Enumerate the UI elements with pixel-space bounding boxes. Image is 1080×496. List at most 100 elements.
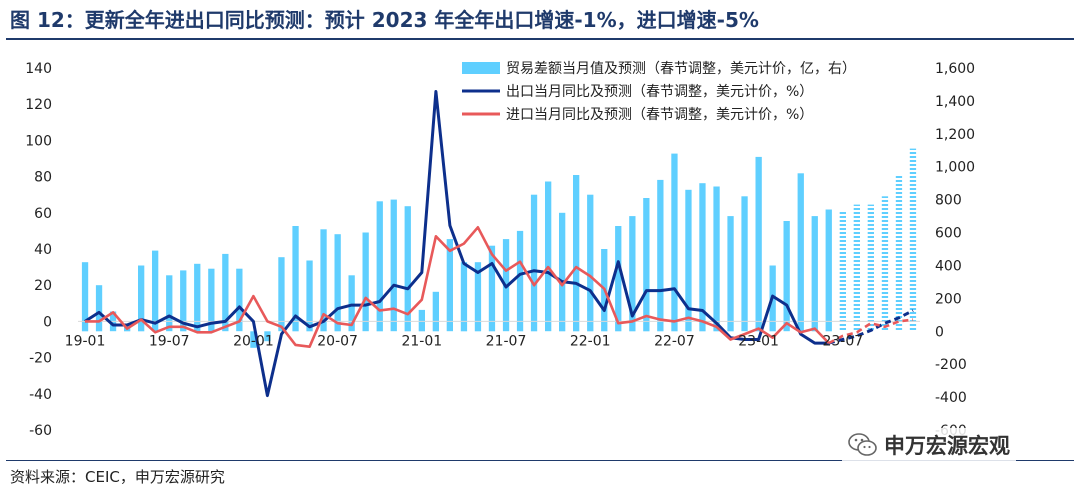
trade-balance-bar <box>671 153 678 332</box>
y-left-tick-label: 0 <box>43 314 52 330</box>
trade-balance-bar <box>516 230 524 332</box>
trade-balance-bar <box>643 198 650 332</box>
trade-balance-bar <box>138 265 145 332</box>
y-right-tick-label: -400 <box>935 390 967 406</box>
watermark: 申万宏源宏观 <box>842 428 1016 462</box>
trade-balance-bars <box>81 148 917 348</box>
trade-balance-bar <box>629 216 636 332</box>
import-line <box>85 226 830 349</box>
y-left-tick-label: 20 <box>34 278 52 294</box>
y-right-tick-label: 1,000 <box>935 160 975 176</box>
legend-label: 出口当月同比及预测（春节调整，美元计价，%） <box>506 84 813 100</box>
watermark-text: 申万宏源宏观 <box>884 434 1010 458</box>
trade-balance-bar <box>853 204 860 332</box>
trade-balance-bar <box>81 262 89 332</box>
trade-balance-bar <box>881 196 889 332</box>
trade-balance-bar <box>152 250 159 332</box>
legend-label: 进口当月同比及预测（春节调整，美元计价，%） <box>506 107 813 123</box>
trade-balance-bar <box>797 173 804 332</box>
x-tick-label: 23-07 <box>822 333 863 349</box>
export-line <box>84 90 829 398</box>
y-right-tick-label: -200 <box>935 357 967 373</box>
title-underline <box>6 38 1074 40</box>
trade-balance-bar <box>755 156 762 332</box>
trade-balance-bar <box>362 232 369 332</box>
trade-balance-bar <box>909 148 917 332</box>
legend: 贸易差额当月值及预测（春节调整，美元计价，亿，右） 出口当月同比及预测（春节调整，… <box>462 61 856 123</box>
trade-balance-bar <box>418 309 425 332</box>
trade-balance-bar <box>811 216 818 332</box>
trade-balance-bar <box>530 194 538 332</box>
trade-balance-bar <box>264 331 271 342</box>
y-right-tick-label: 400 <box>935 258 962 274</box>
trade-balance-bar <box>895 175 903 332</box>
trade-balance-bar <box>488 245 496 332</box>
footer-rule <box>6 460 1074 461</box>
trade-balance-bar <box>404 206 411 332</box>
trade-balance-bar <box>587 194 594 332</box>
y-left-tick-label: 80 <box>34 170 52 186</box>
trade-balance-bar <box>390 199 397 332</box>
trade-balance-bar <box>699 183 706 332</box>
trade-balance-bar <box>236 268 243 332</box>
trade-balance-bar <box>250 331 257 348</box>
trade-balance-bar <box>474 262 482 332</box>
trade-balance-bar <box>208 268 215 332</box>
y-left-tick-label: 60 <box>34 206 52 222</box>
trade-balance-bar <box>306 260 313 332</box>
trade-balance-bar <box>432 291 439 332</box>
y-left-tick-label: 140 <box>25 61 52 77</box>
x-tick-label: 20-07 <box>317 333 358 349</box>
y-right-tick-label: 1,200 <box>935 127 975 143</box>
trade-balance-bar <box>292 226 299 332</box>
y-left-tick-label: -20 <box>29 351 52 367</box>
trade-balance-bar <box>180 270 187 332</box>
y-left-tick-label: 100 <box>25 133 52 149</box>
x-tick-label: 23-01 <box>738 333 779 349</box>
y-left-tick-label: 120 <box>25 97 52 113</box>
x-tick-label: 22-07 <box>654 333 695 349</box>
axis-ticks: 140120100806040200-20-40-601,6001,4001,2… <box>25 61 975 439</box>
source-note: 资料来源：CEIC，申万宏源研究 <box>10 468 225 486</box>
trade-balance-bar <box>194 263 201 332</box>
trade-balance-bar <box>713 186 720 332</box>
trade-balance-bar <box>741 196 748 332</box>
x-tick-label: 21-07 <box>486 333 527 349</box>
trade-balance-bar <box>615 226 622 332</box>
y-right-tick-label: 1,600 <box>935 61 975 77</box>
trade-balance-bar <box>867 204 874 332</box>
wechat-icon <box>848 433 877 456</box>
y-right-tick-label: 800 <box>935 193 962 209</box>
y-right-tick-label: 200 <box>935 291 962 307</box>
trade-balance-bar <box>446 239 453 332</box>
y-right-tick-label: 600 <box>935 226 962 242</box>
trade-balance-bar <box>685 189 692 332</box>
x-tick-label: 22-01 <box>570 333 611 349</box>
x-tick-label: 19-01 <box>65 333 106 349</box>
trade-balance-bar <box>166 275 173 332</box>
trade-balance-bar <box>222 253 229 332</box>
x-tick-label: 20-01 <box>233 333 274 349</box>
trade-balance-bar <box>278 257 285 332</box>
trade-balance-bar <box>657 179 664 332</box>
trade-balance-bar <box>559 212 566 332</box>
import-line-forecast <box>828 318 914 345</box>
x-tick-label: 19-07 <box>149 333 190 349</box>
y-right-tick-label: 1,400 <box>935 94 975 110</box>
chart-title: 图 12：更新全年进出口同比预测：预计 2023 年全年出口增速-1%，进口增速… <box>10 8 759 32</box>
trade-balance-bar <box>348 275 355 332</box>
trade-balance-bar <box>825 209 832 332</box>
x-tick-label: 21-01 <box>401 333 442 349</box>
y-left-tick-label: -40 <box>29 387 52 403</box>
trade-balance-bar <box>839 211 846 332</box>
trade-balance-bar <box>545 181 552 332</box>
trade-balance-bar <box>573 175 580 332</box>
y-left-tick-label: -60 <box>29 423 52 439</box>
trade-balance-bar <box>460 262 468 332</box>
trade-balance-bar <box>334 234 341 332</box>
legend-swatch-trade-balance <box>462 62 500 74</box>
legend-label: 贸易差额当月值及预测（春节调整，美元计价，亿，右） <box>506 61 856 77</box>
y-right-tick-label: 0 <box>935 324 944 340</box>
trade-balance-bar <box>376 201 383 332</box>
